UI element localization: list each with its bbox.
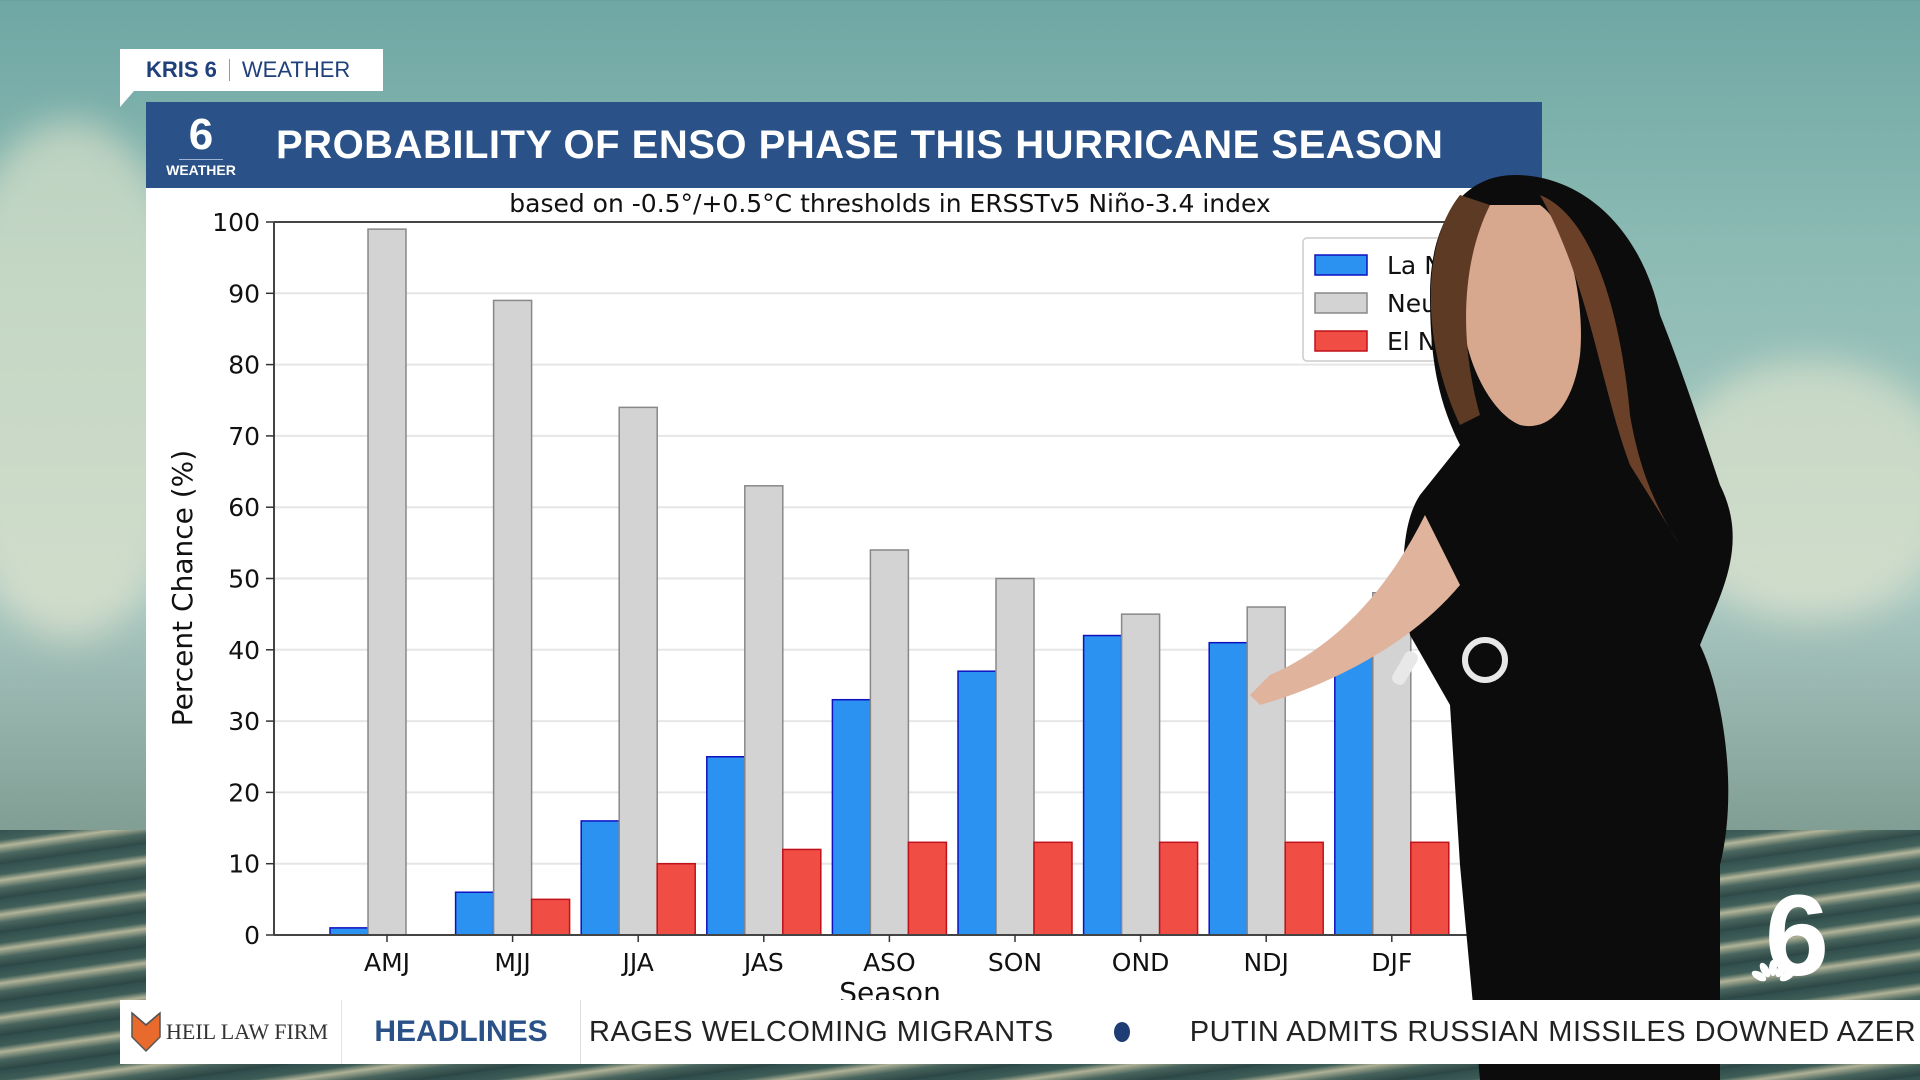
bar-el-nino-jas (782, 848, 822, 936)
y-tick-label: 70 (228, 422, 260, 451)
chart-subtitle: based on -0.5°/+0.5°C thresholds in ERSS… (509, 189, 1270, 218)
ticker-sponsor[interactable]: HEIL LAW FIRM (120, 1000, 342, 1064)
y-tick-label: 50 (228, 565, 260, 594)
bar-neutral-ndj (1246, 606, 1286, 936)
page-title: PROBABILITY OF ENSO PHASE THIS HURRICANE… (276, 122, 1444, 167)
x-tick-label: MJJ (494, 948, 530, 977)
chart-panel: based on -0.5°/+0.5°C thresholds in ERSS… (146, 188, 1536, 1000)
bar-la-nina-aso (831, 698, 872, 936)
bar-neutral-jja (618, 406, 658, 936)
x-tick-label: NDJ (1244, 948, 1289, 977)
y-tick-label: 20 (228, 778, 260, 807)
presenter (1250, 175, 1733, 1080)
x-axis-label: Season (839, 976, 941, 1000)
brand-divider (228, 59, 230, 81)
legend-swatch-el-nino (1314, 330, 1368, 352)
x-tick-label: DJF (1371, 948, 1412, 977)
x-tick-label: JJA (620, 948, 653, 977)
bar-la-nina-son (957, 670, 997, 936)
bar-el-nino-djf (1410, 841, 1450, 936)
bar-neutral-aso (869, 549, 910, 936)
peacock-icon (1751, 960, 1795, 982)
ticker-label: HEADLINES (342, 1000, 581, 1064)
legend-swatch-la-nina (1314, 254, 1368, 276)
y-tick-label: 80 (228, 351, 260, 380)
ticker-story[interactable]: PUTIN ADMITS RUSSIAN MISSILES DOWNED AZE… (1189, 1015, 1917, 1048)
y-tick-label: 100 (212, 208, 260, 237)
bar-neutral-jas (744, 485, 784, 936)
y-axis-label: Percent Chance (%) (166, 450, 199, 726)
y-tick-label: 0 (244, 921, 260, 950)
logo-label: WEATHER (166, 161, 236, 178)
bar-el-nino-mjj (530, 898, 571, 936)
logo-number: 6 (188, 109, 214, 159)
station-brand-tag: KRIS 6 WEATHER (120, 49, 383, 107)
legend-swatch-neutral (1314, 292, 1368, 314)
section-name: WEATHER (241, 57, 351, 82)
x-tick-label: OND (1112, 948, 1170, 977)
bar-la-nina-jas (706, 756, 746, 936)
y-tick-label: 90 (228, 279, 260, 308)
y-tick-label: 60 (228, 493, 260, 522)
x-tick-label: ASO (863, 948, 916, 977)
bar-la-nina-amj (329, 927, 369, 936)
bar-la-nina-ond (1082, 634, 1123, 936)
station-name: KRIS 6 (146, 57, 217, 82)
bar-la-nina-mjj (454, 891, 495, 936)
bar-neutral-ond (1120, 613, 1161, 936)
bar-el-nino-ond (1158, 841, 1199, 936)
bar-el-nino-son (1033, 841, 1073, 936)
bar-neutral-amj (367, 228, 407, 936)
bar-el-nino-aso (907, 841, 948, 936)
station-corner-logo: 6 (1751, 880, 1829, 990)
news-ticker: HEIL LAW FIRM HEADLINES RAGES WELCOMING … (120, 1000, 1920, 1064)
logo-divider (179, 158, 223, 160)
fox-logo-icon (131, 1011, 161, 1053)
y-tick-label: 40 (228, 636, 260, 665)
bar-el-nino-ndj (1284, 841, 1324, 936)
x-tick-label: JAS (742, 948, 784, 977)
bar-la-nina-jja (580, 820, 620, 936)
bar-la-nina-djf (1334, 656, 1374, 936)
x-tick-label: AMJ (364, 948, 410, 977)
weather-logo: 6 WEATHER (146, 102, 256, 188)
bar-neutral-mjj (492, 299, 533, 936)
y-tick-label: 10 (228, 850, 260, 879)
bar-neutral-son (995, 577, 1035, 936)
graphic-header: 6 WEATHER PROBABILITY OF ENSO PHASE THIS… (146, 102, 1542, 188)
y-tick-label: 30 (228, 707, 260, 736)
sponsor-name: HEIL LAW FIRM (166, 1019, 329, 1044)
x-tick-label: SON (988, 948, 1042, 977)
ticker-separator-dot (1113, 1022, 1130, 1042)
ticker-story[interactable]: RAGES WELCOMING MIGRANTS (589, 1015, 1054, 1048)
bar-el-nino-jja (656, 862, 696, 936)
